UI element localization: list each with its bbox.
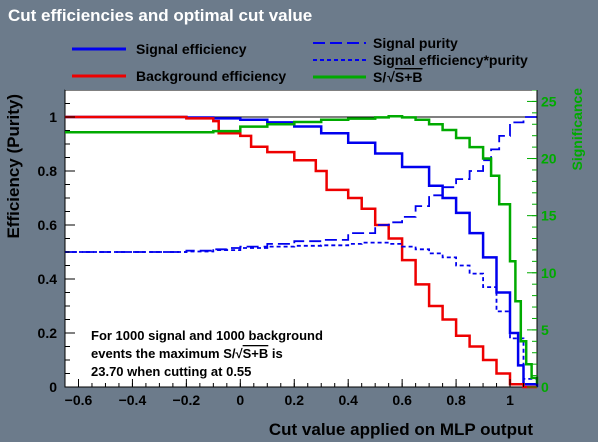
series-signal-efficiency	[65, 115, 539, 387]
y-axis-title: Efficiency (Purity)	[4, 94, 23, 239]
series-signal-purity	[65, 116, 537, 253]
x-axis-title: Cut value applied on MLP output	[269, 420, 533, 439]
series-s-s-b	[65, 115, 539, 384]
annotation-line-2: events the maximum S/√S+B is	[91, 346, 283, 361]
y-tick-label: 0.8	[38, 163, 58, 179]
legend-label-signal-efficiency: Signal efficiency	[136, 41, 247, 57]
x-tick-label: −0.6	[65, 392, 93, 408]
legend-significance-root: S+B	[395, 69, 423, 85]
legend-label-background-efficiency: Background efficiency	[136, 68, 286, 84]
annotation-line-2-root: S+B	[243, 346, 269, 361]
legend-box	[65, 34, 541, 90]
sqrt-glyph: √	[387, 69, 395, 85]
x-tick-label: 0.4	[338, 392, 358, 408]
x-tick-label: −0.4	[119, 392, 147, 408]
annotation-line-1: For 1000 signal and 1000 background	[91, 328, 323, 343]
legend-significance-prefix: S/	[373, 69, 386, 85]
y-tick-label: 1	[49, 109, 57, 125]
y-tick-label: 0.4	[38, 271, 58, 287]
x-tick-label: 0.6	[392, 392, 412, 408]
y-tick-label: 0	[49, 379, 57, 395]
x-tick-label: 0	[236, 392, 244, 408]
annotation: For 1000 signal and 1000 background even…	[91, 328, 323, 379]
y2-tick-label: 15	[541, 208, 557, 224]
y2-axis-title: Significance	[569, 88, 585, 171]
series-signal-efficiency-purity	[65, 241, 538, 387]
series-background-efficiency	[65, 115, 537, 389]
y-tick-label: 0.6	[38, 217, 58, 233]
annotation-line-3: 23.70 when cutting at 0.55	[91, 364, 251, 379]
y2-tick-label: 25	[541, 93, 557, 109]
chart-title: Cut efficiencies and optimal cut value	[8, 6, 312, 25]
legend-label-signal-purity: Signal purity	[373, 35, 458, 51]
series-layer	[65, 115, 539, 389]
sqrt-glyph: √	[236, 346, 244, 361]
legend-label-significance: S/√S+B	[373, 69, 423, 85]
x-tick-label: 0.2	[285, 392, 305, 408]
annotation-line-2-prefix: events the maximum S/	[91, 346, 236, 361]
y-tick-label: 0.2	[38, 325, 58, 341]
tick-layer: −0.6 −0.4 −0.2 0 0.2 0.4 0.6 0.8 100.20.40.60.81…	[38, 89, 557, 408]
annotation-line-2-suffix: is	[268, 346, 282, 361]
x-tick-label: 0.8	[446, 392, 466, 408]
x-tick-label: −0.2	[173, 392, 201, 408]
y2-tick-label: 10	[541, 265, 557, 281]
y2-tick-label: 0	[541, 379, 549, 395]
x-tick-label: 1	[506, 392, 514, 408]
y2-tick-label: 5	[541, 322, 549, 338]
plot-area	[64, 89, 538, 388]
legend-label-signal-efficiency-purity: Signal efficiency*purity	[373, 52, 528, 68]
legend: Signal efficiency Background efficiency …	[65, 34, 541, 90]
y2-tick-label: 20	[541, 151, 557, 167]
